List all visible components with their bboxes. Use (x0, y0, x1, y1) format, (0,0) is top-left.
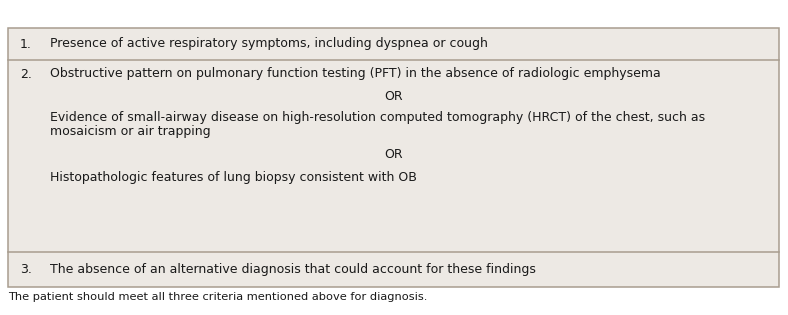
Text: 2.: 2. (20, 67, 32, 81)
Text: 1.: 1. (20, 37, 32, 50)
Text: Evidence of small-airway disease on high-resolution computed tomography (HRCT) o: Evidence of small-airway disease on high… (50, 112, 705, 124)
Text: 3.: 3. (20, 263, 32, 276)
Text: Obstructive pattern on pulmonary function testing (PFT) in the absence of radiol: Obstructive pattern on pulmonary functio… (50, 67, 661, 81)
Text: The absence of an alternative diagnosis that could account for these findings: The absence of an alternative diagnosis … (50, 263, 536, 276)
Text: Presence of active respiratory symptoms, including dyspnea or cough: Presence of active respiratory symptoms,… (50, 37, 488, 50)
Text: The patient should meet all three criteria mentioned above for diagnosis.: The patient should meet all three criter… (8, 292, 427, 302)
Text: OR: OR (385, 147, 403, 161)
Text: mosaicism or air trapping: mosaicism or air trapping (50, 124, 210, 138)
Bar (8, 28, 779, 287)
Text: OR: OR (385, 89, 403, 102)
Text: Histopathologic features of lung biopsy consistent with OB: Histopathologic features of lung biopsy … (50, 170, 417, 184)
